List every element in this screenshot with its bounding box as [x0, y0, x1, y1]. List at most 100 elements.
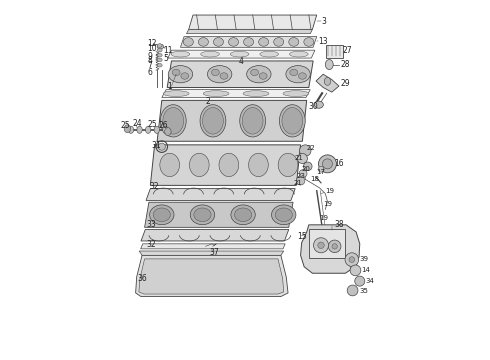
Text: 36: 36: [137, 274, 147, 283]
Text: 37: 37: [209, 248, 219, 257]
Polygon shape: [316, 74, 339, 92]
Polygon shape: [141, 229, 289, 241]
Ellipse shape: [154, 126, 159, 134]
Text: 10: 10: [147, 44, 157, 53]
Ellipse shape: [318, 242, 324, 248]
Ellipse shape: [259, 73, 267, 79]
Ellipse shape: [181, 73, 189, 79]
Ellipse shape: [202, 108, 223, 134]
Text: 25: 25: [147, 120, 157, 129]
Polygon shape: [146, 189, 295, 201]
Ellipse shape: [157, 58, 162, 62]
Ellipse shape: [298, 73, 306, 79]
Text: 7: 7: [147, 62, 152, 71]
Ellipse shape: [230, 51, 249, 57]
Text: 17: 17: [316, 169, 325, 175]
Polygon shape: [168, 50, 315, 58]
Ellipse shape: [203, 91, 229, 96]
Ellipse shape: [198, 38, 208, 46]
Ellipse shape: [228, 38, 239, 46]
Ellipse shape: [158, 143, 166, 150]
Ellipse shape: [290, 51, 308, 57]
Ellipse shape: [325, 59, 333, 69]
Text: 2: 2: [205, 96, 210, 105]
Ellipse shape: [322, 159, 333, 169]
Ellipse shape: [350, 265, 361, 276]
Ellipse shape: [303, 162, 312, 171]
Ellipse shape: [172, 69, 180, 76]
Ellipse shape: [168, 66, 193, 83]
Ellipse shape: [194, 208, 211, 222]
Ellipse shape: [296, 176, 305, 185]
Text: 19: 19: [326, 189, 335, 194]
Ellipse shape: [282, 108, 303, 134]
Text: 11: 11: [163, 46, 173, 55]
Text: 34: 34: [365, 278, 374, 284]
Ellipse shape: [240, 105, 266, 137]
Ellipse shape: [200, 105, 226, 137]
Ellipse shape: [190, 205, 215, 225]
Ellipse shape: [163, 126, 168, 134]
Text: 6: 6: [147, 68, 152, 77]
Ellipse shape: [157, 63, 162, 67]
Ellipse shape: [289, 38, 299, 46]
Ellipse shape: [274, 38, 284, 46]
Ellipse shape: [347, 285, 358, 296]
Ellipse shape: [299, 145, 311, 156]
Ellipse shape: [207, 66, 232, 83]
Ellipse shape: [157, 44, 164, 49]
Text: 26: 26: [158, 121, 168, 130]
Ellipse shape: [201, 51, 220, 57]
Text: 27: 27: [343, 46, 352, 55]
Ellipse shape: [171, 51, 190, 57]
Polygon shape: [141, 244, 285, 249]
Ellipse shape: [328, 240, 341, 253]
Ellipse shape: [243, 91, 269, 96]
Ellipse shape: [275, 208, 293, 222]
Polygon shape: [300, 225, 360, 273]
Text: 3: 3: [321, 17, 326, 26]
Ellipse shape: [244, 38, 254, 46]
Ellipse shape: [297, 153, 307, 163]
Ellipse shape: [231, 205, 255, 225]
Polygon shape: [136, 255, 288, 297]
Ellipse shape: [318, 155, 337, 173]
Ellipse shape: [250, 69, 259, 76]
Text: 16: 16: [335, 159, 344, 168]
Ellipse shape: [214, 38, 223, 46]
Ellipse shape: [248, 153, 269, 177]
Ellipse shape: [160, 105, 186, 137]
Ellipse shape: [165, 128, 171, 135]
Ellipse shape: [211, 69, 220, 76]
Ellipse shape: [157, 44, 162, 47]
Text: 32: 32: [149, 182, 159, 191]
Ellipse shape: [183, 38, 194, 46]
Ellipse shape: [190, 153, 209, 177]
Ellipse shape: [290, 69, 298, 76]
Ellipse shape: [157, 53, 162, 57]
Text: 9: 9: [147, 52, 152, 61]
Text: 33: 33: [147, 220, 156, 229]
Text: 21: 21: [294, 180, 303, 186]
Text: 19: 19: [319, 215, 329, 221]
Ellipse shape: [345, 253, 359, 266]
Ellipse shape: [283, 91, 309, 96]
Text: 18: 18: [310, 176, 319, 182]
Ellipse shape: [246, 66, 271, 83]
Ellipse shape: [219, 153, 239, 177]
Text: 1: 1: [167, 82, 172, 91]
Text: 19: 19: [323, 201, 332, 207]
Text: 32: 32: [147, 240, 156, 249]
Ellipse shape: [324, 77, 331, 85]
Ellipse shape: [220, 73, 228, 79]
Ellipse shape: [128, 126, 134, 134]
Polygon shape: [150, 145, 300, 185]
Text: 29: 29: [340, 80, 350, 89]
Polygon shape: [167, 61, 313, 87]
Ellipse shape: [146, 126, 151, 134]
FancyBboxPatch shape: [309, 229, 345, 258]
Ellipse shape: [271, 205, 296, 225]
Text: 5: 5: [163, 54, 168, 63]
Ellipse shape: [242, 108, 263, 134]
Ellipse shape: [153, 208, 171, 222]
